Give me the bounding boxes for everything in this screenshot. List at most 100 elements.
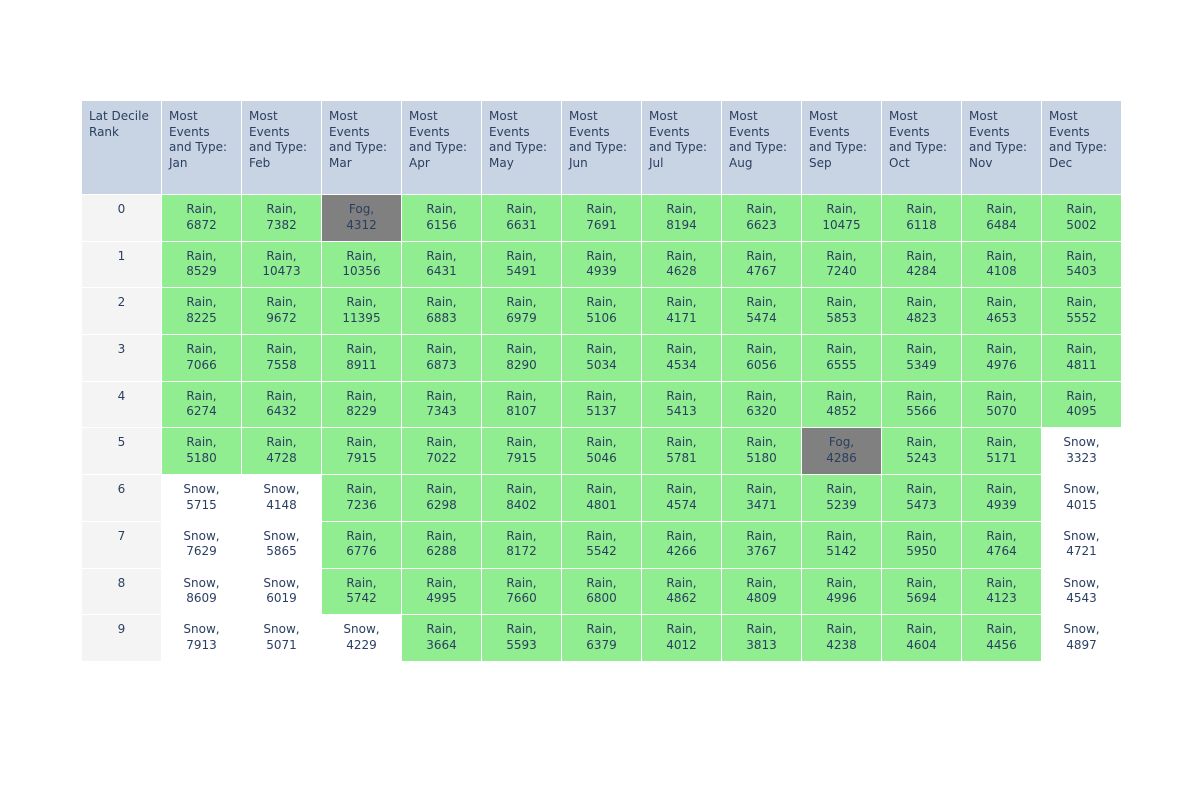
cell-dec: Rain, 4811 xyxy=(1041,334,1122,382)
cell-feb: Rain, 9672 xyxy=(241,287,322,336)
cell-sep: Rain, 4238 xyxy=(801,614,882,662)
cell-jul: Rain, 5781 xyxy=(641,427,722,476)
cell-oct: Rain, 4604 xyxy=(881,614,962,662)
cell-jan: Rain, 5180 xyxy=(161,427,242,476)
cell-jan: Rain, 7066 xyxy=(161,334,242,382)
cell-jun: Rain, 6379 xyxy=(561,614,642,662)
cell-jul: Rain, 4534 xyxy=(641,334,722,382)
cell-nov: Rain, 6484 xyxy=(961,194,1042,242)
header-jul: Most Events and Type: Jul xyxy=(641,100,722,195)
cell-feb: Snow, 4148 xyxy=(241,474,322,522)
rank-cell: 8 xyxy=(81,567,162,616)
table-row: 7 Snow, 7629 Snow, 5865 Rain, 6776 Rain, 628… xyxy=(81,520,1122,569)
cell-jul: Rain, 8194 xyxy=(641,194,722,242)
cell-mar: Rain, 8229 xyxy=(321,380,402,429)
cell-sep: Rain, 4996 xyxy=(801,567,882,616)
cell-aug: Rain, 3813 xyxy=(721,614,802,662)
cell-jan: Snow, 8609 xyxy=(161,567,242,616)
cell-may: Rain, 8172 xyxy=(481,520,562,569)
cell-jan: Snow, 5715 xyxy=(161,474,242,522)
cell-dec: Rain, 5002 xyxy=(1041,194,1122,242)
table-row: 6 Snow, 5715 Snow, 4148 Rain, 7236 Rain, 629… xyxy=(81,474,1122,522)
cell-sep: Rain, 5239 xyxy=(801,474,882,522)
header-lat-decile-rank: Lat Decile Rank xyxy=(81,100,162,195)
cell-feb: Rain, 6432 xyxy=(241,380,322,429)
cell-jun: Rain, 5137 xyxy=(561,380,642,429)
header-apr: Most Events and Type: Apr xyxy=(401,100,482,195)
table-row: 4 Rain, 6274 Rain, 6432 Rain, 8229 Rain, 734… xyxy=(81,380,1122,429)
header-jun: Most Events and Type: Jun xyxy=(561,100,642,195)
cell-oct: Rain, 5950 xyxy=(881,520,962,569)
cell-oct: Rain, 5243 xyxy=(881,427,962,476)
cell-oct: Rain, 4284 xyxy=(881,240,962,289)
cell-sep: Fog, 4286 xyxy=(801,427,882,476)
cell-jun: Rain, 5106 xyxy=(561,287,642,336)
cell-oct: Rain, 5473 xyxy=(881,474,962,522)
cell-may: Rain, 8107 xyxy=(481,380,562,429)
cell-jun: Rain, 4801 xyxy=(561,474,642,522)
cell-sep: Rain, 5853 xyxy=(801,287,882,336)
cell-may: Rain, 6631 xyxy=(481,194,562,242)
cell-may: Rain, 7660 xyxy=(481,567,562,616)
cell-dec: Snow, 4543 xyxy=(1041,567,1122,616)
cell-aug: Rain, 3471 xyxy=(721,474,802,522)
cell-jul: Rain, 4266 xyxy=(641,520,722,569)
cell-feb: Rain, 4728 xyxy=(241,427,322,476)
cell-jul: Rain, 4171 xyxy=(641,287,722,336)
header-oct: Most Events and Type: Oct xyxy=(881,100,962,195)
cell-jan: Snow, 7913 xyxy=(161,614,242,662)
cell-jan: Snow, 7629 xyxy=(161,520,242,569)
cell-jun: Rain, 6800 xyxy=(561,567,642,616)
cell-apr: Rain, 6298 xyxy=(401,474,482,522)
rank-cell: 2 xyxy=(81,287,162,336)
cell-apr: Rain, 4995 xyxy=(401,567,482,616)
rank-cell: 3 xyxy=(81,334,162,382)
table-row: 0 Rain, 6872 Rain, 7382 Fog, 4312 Rain, 6156… xyxy=(81,194,1122,242)
table-row: 8 Snow, 8609 Snow, 6019 Rain, 5742 Rain, 499… xyxy=(81,567,1122,616)
cell-jan: Rain, 6872 xyxy=(161,194,242,242)
cell-nov: Rain, 4123 xyxy=(961,567,1042,616)
header-may: Most Events and Type: May xyxy=(481,100,562,195)
cell-apr: Rain, 6431 xyxy=(401,240,482,289)
rank-cell: 9 xyxy=(81,614,162,662)
cell-dec: Snow, 4015 xyxy=(1041,474,1122,522)
cell-aug: Rain, 5180 xyxy=(721,427,802,476)
header-feb: Most Events and Type: Feb xyxy=(241,100,322,195)
rank-cell: 0 xyxy=(81,194,162,242)
cell-nov: Rain, 4939 xyxy=(961,474,1042,522)
cell-oct: Rain, 5694 xyxy=(881,567,962,616)
cell-apr: Rain, 7022 xyxy=(401,427,482,476)
events-table: Lat Decile Rank Most Events and Type: Ja… xyxy=(81,100,1122,662)
cell-may: Rain, 7915 xyxy=(481,427,562,476)
cell-mar: Rain, 11395 xyxy=(321,287,402,336)
cell-oct: Rain, 4823 xyxy=(881,287,962,336)
header-jan: Most Events and Type: Jan xyxy=(161,100,242,195)
cell-aug: Rain, 4809 xyxy=(721,567,802,616)
cell-feb: Rain, 10473 xyxy=(241,240,322,289)
cell-feb: Snow, 5865 xyxy=(241,520,322,569)
cell-may: Rain, 6979 xyxy=(481,287,562,336)
cell-nov: Rain, 4456 xyxy=(961,614,1042,662)
cell-nov: Rain, 4976 xyxy=(961,334,1042,382)
cell-sep: Rain, 4852 xyxy=(801,380,882,429)
rank-cell: 6 xyxy=(81,474,162,522)
cell-dec: Rain, 5552 xyxy=(1041,287,1122,336)
header-mar: Most Events and Type: Mar xyxy=(321,100,402,195)
table-row: 5 Rain, 5180 Rain, 4728 Rain, 7915 Rain, 702… xyxy=(81,427,1122,476)
cell-feb: Rain, 7558 xyxy=(241,334,322,382)
cell-jun: Rain, 5034 xyxy=(561,334,642,382)
cell-dec: Snow, 4897 xyxy=(1041,614,1122,662)
cell-apr: Rain, 7343 xyxy=(401,380,482,429)
header-dec: Most Events and Type: Dec xyxy=(1041,100,1122,195)
cell-mar: Snow, 4229 xyxy=(321,614,402,662)
cell-may: Rain, 5593 xyxy=(481,614,562,662)
cell-may: Rain, 5491 xyxy=(481,240,562,289)
cell-jun: Rain, 5542 xyxy=(561,520,642,569)
cell-nov: Rain, 4108 xyxy=(961,240,1042,289)
cell-apr: Rain, 6883 xyxy=(401,287,482,336)
cell-apr: Rain, 6873 xyxy=(401,334,482,382)
cell-mar: Rain, 8911 xyxy=(321,334,402,382)
cell-oct: Rain, 6118 xyxy=(881,194,962,242)
cell-dec: Rain, 5403 xyxy=(1041,240,1122,289)
cell-nov: Rain, 5171 xyxy=(961,427,1042,476)
